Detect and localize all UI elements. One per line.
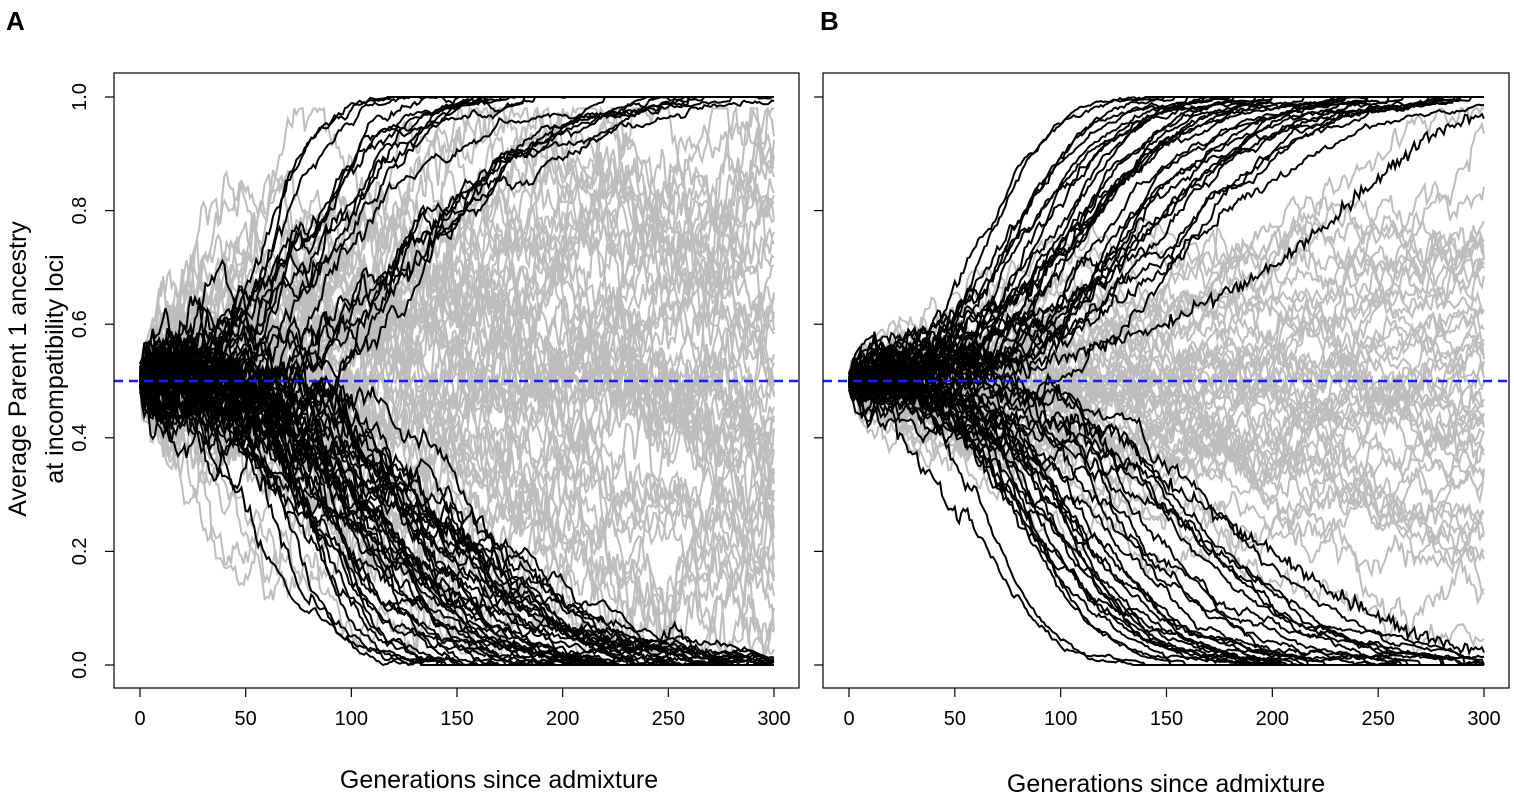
panel-b-letter: B — [820, 6, 839, 36]
panel-a-x-tick-label: 150 — [440, 708, 473, 730]
panel-b-selected-series-line — [848, 371, 1485, 666]
panel-a-selected-series-line — [139, 354, 774, 667]
panel-b-selected-series-line — [848, 96, 1484, 401]
panel-a-selected-series-line — [139, 300, 774, 666]
panel-a-plot-area — [114, 95, 799, 667]
panel-b-selected-series-line — [848, 363, 1484, 666]
panel-b-x-tick-label: 100 — [1044, 708, 1077, 730]
panel-a-selected-series-line — [139, 96, 774, 393]
panel-b-x-tick-label: 0 — [843, 708, 854, 730]
panel-b-x-axis-title: Generations since admixture — [1007, 770, 1325, 798]
panel-b-x-tick-label: 300 — [1467, 708, 1500, 730]
panel-a-x-tick-label: 300 — [757, 708, 790, 730]
panel-b-x-tick-label: 200 — [1256, 708, 1289, 730]
panel-a-axes: 0 50 100 150 200 250 300 0.0 0.2 0.4 0.6 0.8 1.0 — [69, 72, 800, 730]
panel-b-selected-series-line — [848, 96, 1484, 400]
panel-a-selected-series-line — [139, 350, 774, 666]
panel-a-neutral-series-line — [139, 314, 775, 489]
panel-b-highlighted-series-line — [848, 112, 1485, 386]
panel-a-highlighted-series-line — [139, 375, 774, 666]
panel-b-selected-series-line — [848, 103, 1485, 415]
panel-a-x-tick-label: 250 — [652, 708, 685, 730]
panel-b-x-tick-label: 50 — [944, 708, 966, 730]
panel-a-letter: A — [6, 6, 25, 36]
panel-a-x-tick-label: 50 — [235, 708, 257, 730]
panel-a-selected-series-line — [139, 96, 774, 412]
panel-a-neutral-series-line — [139, 180, 775, 425]
panel-a-neutral-series-line — [139, 168, 775, 387]
panel-a-x-tick-label: 0 — [134, 708, 145, 730]
panel-b-plot-area — [823, 96, 1509, 667]
panel-a: A 0 50 100 150 200 250 300 0.0 0.2 0.4 0.6 0.8 1.0 G… — [4, 6, 800, 794]
panel-a-neutral-series-line — [139, 376, 775, 608]
panel-a-y-tick-label: 0.4 — [69, 424, 91, 452]
panel-a-y-tick-label: 0.6 — [69, 310, 91, 338]
panel-b: B 0 50 100 150 200 250 300 Generations since a… — [814, 6, 1510, 798]
panel-b-x-tick-label: 150 — [1150, 708, 1183, 730]
panel-a-x-tick-label: 200 — [546, 708, 579, 730]
panel-a-y-tick-label: 0.2 — [69, 537, 91, 565]
y-axis-title-line-1: Average Parent 1 ancestry — [4, 221, 32, 517]
panel-b-axes: 0 50 100 150 200 250 300 — [814, 72, 1510, 730]
panel-b-series-group — [848, 96, 1485, 667]
panel-a-series-group — [139, 95, 775, 667]
panel-b-x-tick-label: 250 — [1361, 708, 1394, 730]
panel-b-selected-series-line — [848, 344, 1484, 666]
y-axis-title-line-2: at incompatibility loci — [41, 254, 69, 483]
panel-a-y-tick-label: 0.8 — [69, 197, 91, 225]
panel-b-highlighted-series-line — [848, 377, 1485, 657]
panel-a-selected-series-line — [139, 345, 774, 666]
panel-a-selected-series-line — [139, 341, 774, 667]
panel-a-y-tick-label: 1.0 — [69, 83, 91, 111]
panel-a-y-tick-label: 0.0 — [69, 651, 91, 679]
panel-a-x-tick-label: 100 — [335, 708, 368, 730]
panel-a-selected-series-line — [139, 99, 775, 405]
panel-a-x-axis-title: Generations since admixture — [340, 766, 658, 794]
